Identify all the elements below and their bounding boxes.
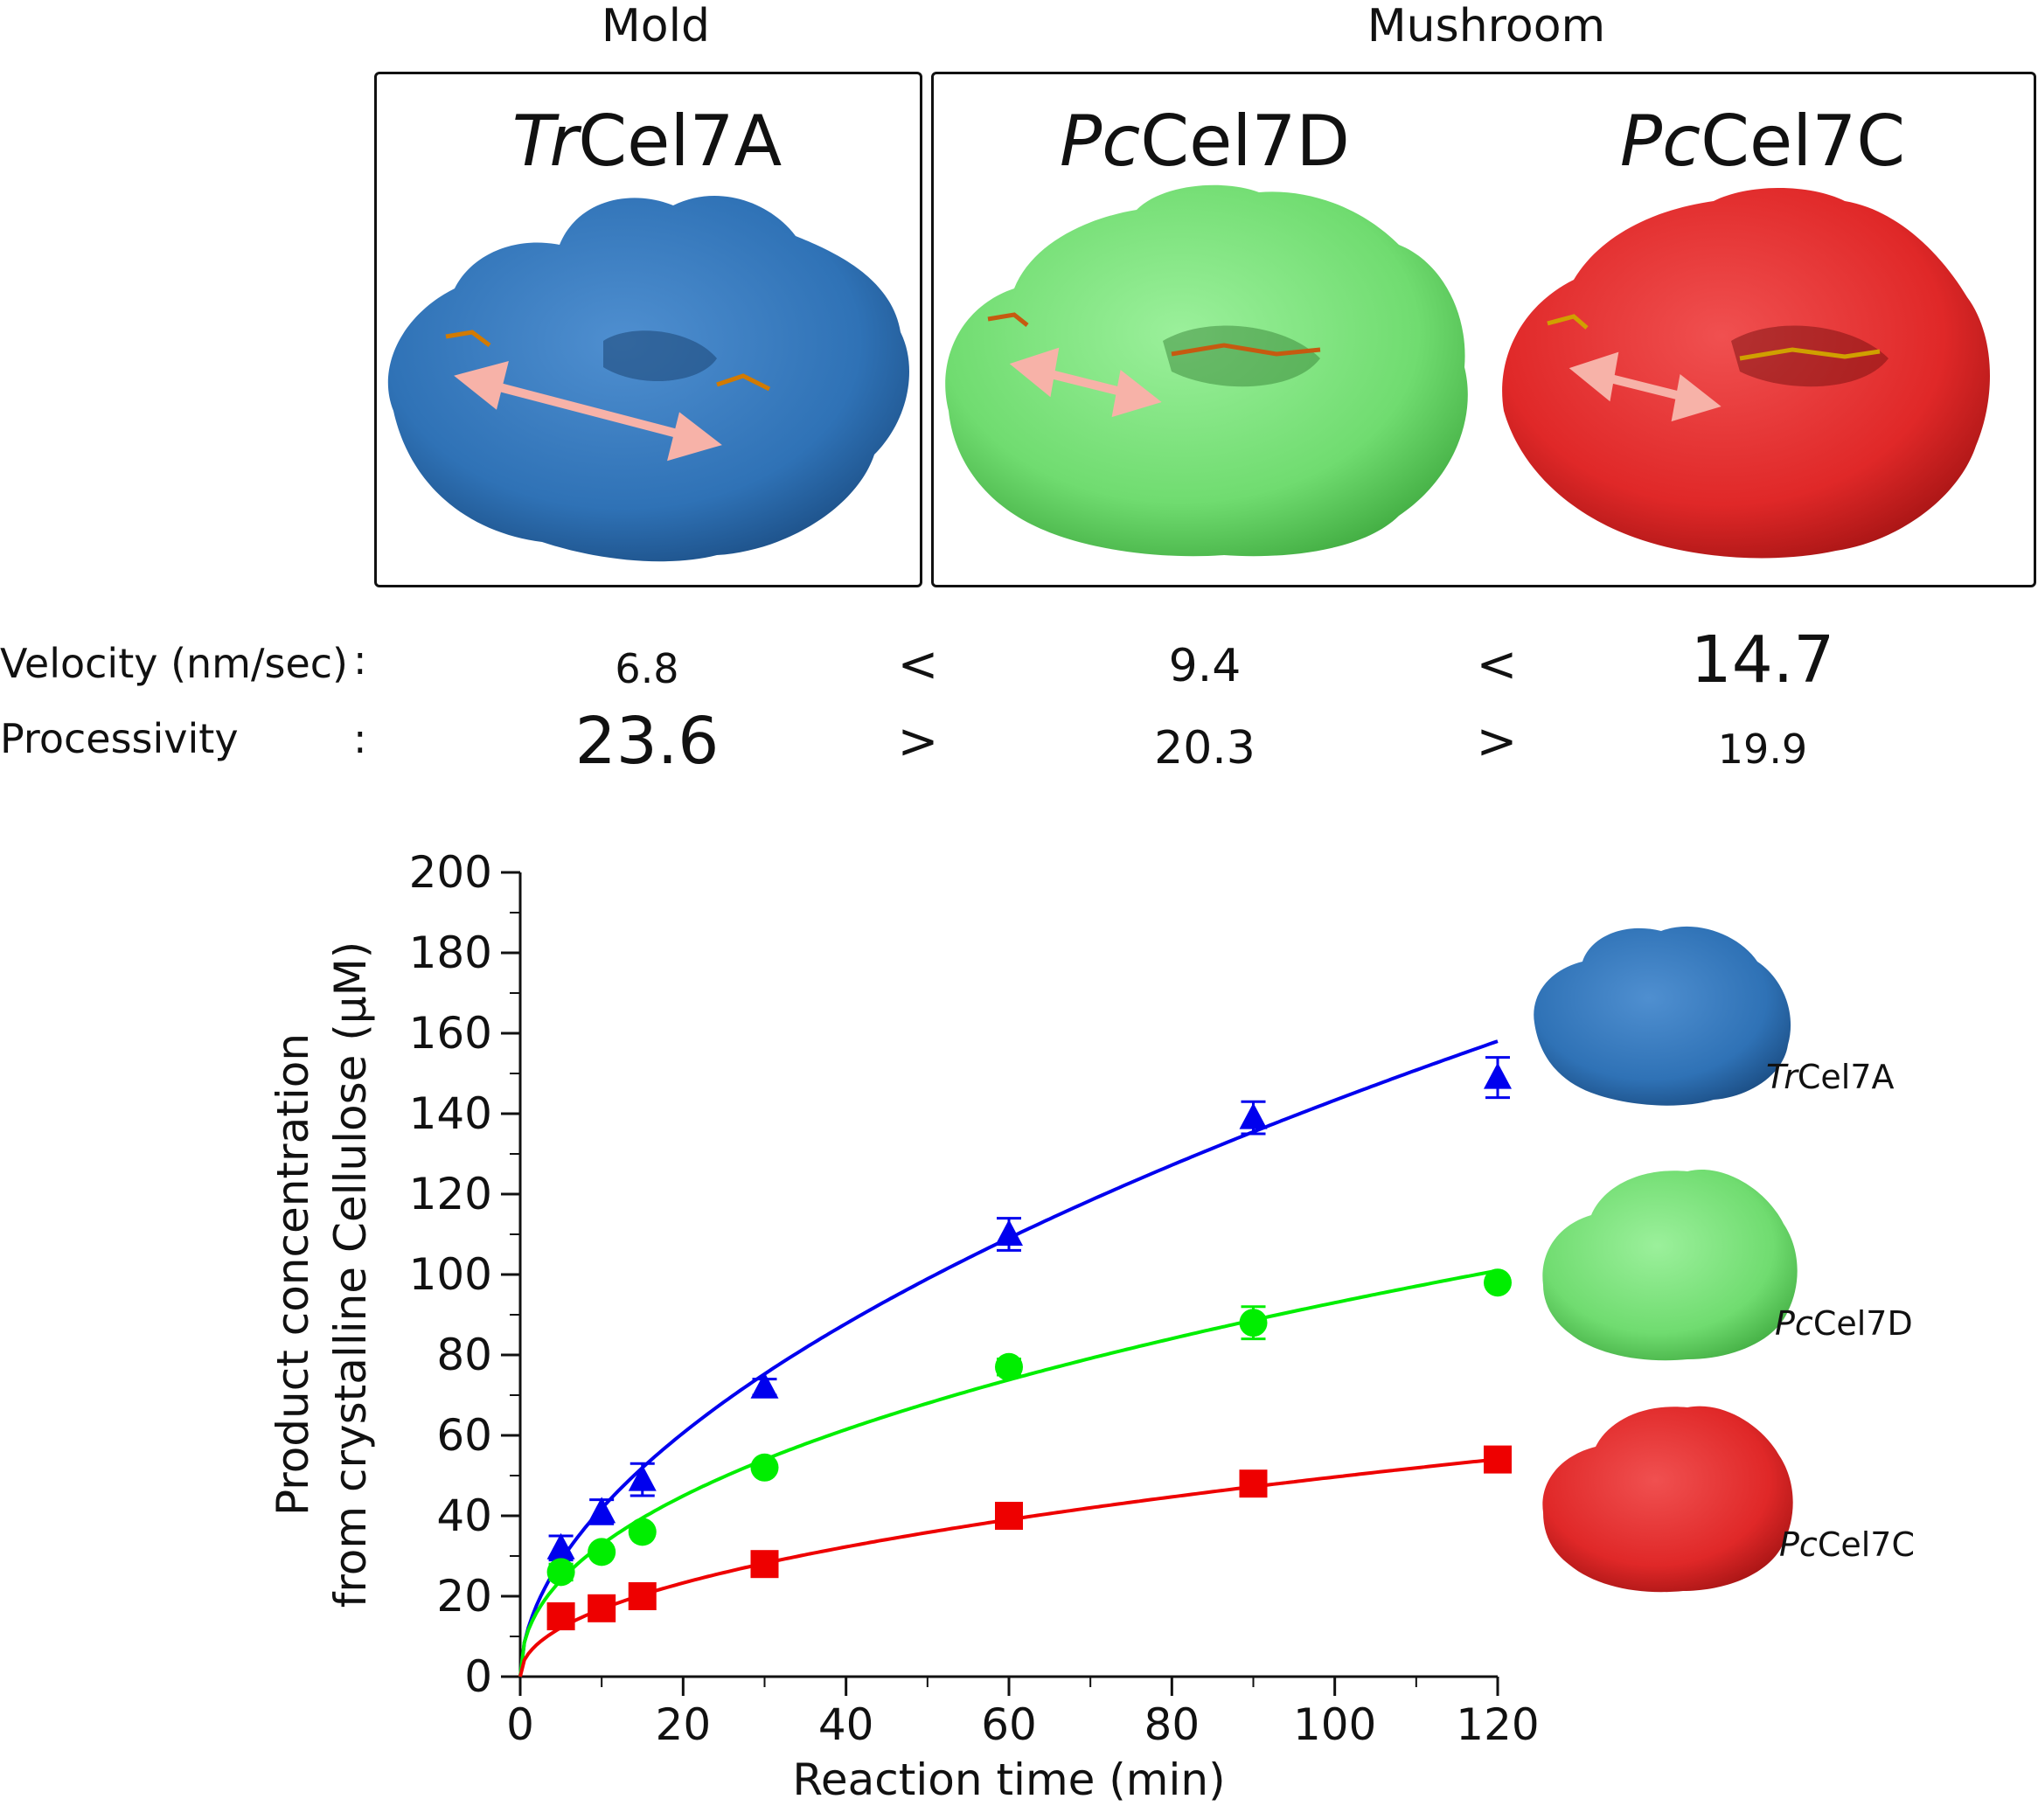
legend-prefix: Pc (1775, 1304, 1813, 1343)
enzyme-suffix: Cel7A (578, 101, 783, 182)
processivity-value-pccel7c: 19.9 (1717, 726, 1808, 773)
enzyme-title-trcel7a: TrCel7A (472, 101, 822, 182)
data-point-trcel7a (1239, 1102, 1268, 1129)
length-arrow-trcel7a (454, 360, 722, 462)
y-axis-label-line1: Product concentration (268, 1033, 318, 1516)
processivity-label: Processivity (0, 715, 239, 762)
data-point-pccel7c (1484, 1445, 1512, 1474)
enzyme-prefix: Tr (511, 101, 579, 182)
reaction-chart: 0 20 40 60 80 100 120 140 160 180 200 0 20 40 60 80 100 1… (268, 847, 1540, 1805)
data-point-pccel7d (628, 1518, 657, 1546)
enzyme-prefix: Pc (1059, 101, 1141, 182)
length-arrow-pccel7c (1568, 351, 1722, 422)
legend-suffix: Cel7D (1812, 1304, 1913, 1343)
enzyme-suffix: Cel7D (1140, 101, 1351, 182)
x-tick-label: 40 (818, 1699, 874, 1750)
length-arrow-pccel7d (1009, 347, 1162, 418)
y-tick-label: 160 (409, 1008, 492, 1059)
enzyme-title-pccel7c: PcCel7C (1588, 101, 1937, 182)
y-tick-label: 0 (464, 1651, 492, 1702)
mushroom-panel (931, 72, 2036, 587)
group-heading-mushroom: Mushroom (1367, 0, 1606, 52)
x-tick-label: 100 (1293, 1699, 1376, 1750)
legend-label-pccel7d: PcCel7D (1775, 1304, 1913, 1343)
y-tick-label: 180 (409, 927, 492, 978)
y-axis-label-line2: from crystalline Cellulose (μM) (325, 941, 376, 1608)
y-tick-label: 20 (436, 1571, 492, 1622)
velocity-compare-2: < (1476, 636, 1518, 693)
protein-surface-pccel7c (1502, 188, 1991, 559)
legend-prefix: Pc (1779, 1525, 1818, 1564)
data-point-pccel7d (1484, 1268, 1512, 1297)
data-point-pccel7d (750, 1453, 779, 1482)
data-point-pccel7d (1239, 1309, 1268, 1337)
data-point-trcel7a (750, 1372, 779, 1399)
legend-label-pccel7c: PcCel7C (1779, 1525, 1915, 1564)
legend-structures (1534, 926, 1798, 1593)
y-tick-label: 100 (409, 1249, 492, 1300)
legend-prefix: Tr (1766, 1058, 1798, 1096)
velocity-value-trcel7a: 6.8 (615, 645, 679, 692)
data-point-pccel7c (1239, 1469, 1268, 1498)
data-point-pccel7c (546, 1602, 575, 1630)
legend-suffix: Cel7C (1817, 1525, 1915, 1564)
x-tick-label: 60 (981, 1699, 1037, 1750)
velocity-value-pccel7c: 14.7 (1690, 622, 1835, 698)
enzyme-title-pccel7d: PcCel7D (1030, 101, 1380, 182)
data-point-trcel7a (628, 1464, 657, 1491)
processivity-colon: : (353, 715, 367, 762)
data-point-pccel7c (628, 1582, 657, 1610)
data-point-trcel7a (1484, 1062, 1512, 1089)
y-tick-label: 140 (409, 1088, 492, 1139)
y-tick-label: 200 (409, 847, 492, 898)
legend-protein-trcel7a (1534, 926, 1791, 1106)
legend-protein-pccel7d (1542, 1170, 1798, 1361)
velocity-label: Velocity (nm/sec) (0, 640, 348, 687)
y-tick-label: 40 (436, 1490, 492, 1541)
group-heading-mold: Mold (601, 0, 711, 52)
x-tick-label: 0 (506, 1699, 534, 1750)
data-point-trcel7a (546, 1532, 575, 1560)
data-point-trcel7a (995, 1219, 1023, 1246)
processivity-value-pccel7d: 20.3 (1154, 722, 1255, 775)
processivity-compare-1: > (897, 713, 939, 770)
enzyme-prefix: Pc (1619, 101, 1701, 182)
protein-structures-top (387, 184, 1991, 562)
data-point-pccel7c (750, 1550, 779, 1579)
protein-surface-pccel7d (945, 184, 1468, 557)
x-tick-label: 20 (656, 1699, 712, 1750)
x-tick-label: 120 (1456, 1699, 1539, 1750)
velocity-colon: : (353, 636, 367, 684)
data-point-pccel7c (588, 1594, 616, 1622)
data-point-trcel7a (588, 1497, 616, 1524)
fit-line-pccel7c (518, 1457, 1499, 1678)
y-tick-label: 60 (436, 1410, 492, 1461)
legend-suffix: Cel7A (1797, 1058, 1895, 1096)
velocity-compare-1: < (897, 636, 939, 693)
x-tick-label: 80 (1144, 1699, 1200, 1750)
data-point-pccel7d (588, 1538, 616, 1566)
processivity-value-trcel7a: 23.6 (574, 704, 720, 779)
data-point-pccel7d (546, 1558, 575, 1587)
y-tick-label: 120 (409, 1169, 492, 1219)
enzyme-suffix: Cel7C (1701, 101, 1906, 182)
mold-panel (374, 72, 922, 587)
data-point-pccel7d (995, 1352, 1023, 1381)
legend-label-trcel7a: TrCel7A (1766, 1058, 1895, 1096)
velocity-value-pccel7d: 9.4 (1168, 640, 1242, 692)
y-tick-label: 80 (436, 1330, 492, 1380)
legend-protein-pccel7c (1542, 1406, 1793, 1593)
x-axis-label: Reaction time (min) (792, 1754, 1225, 1805)
processivity-compare-2: > (1476, 713, 1518, 770)
data-point-pccel7c (995, 1502, 1023, 1530)
